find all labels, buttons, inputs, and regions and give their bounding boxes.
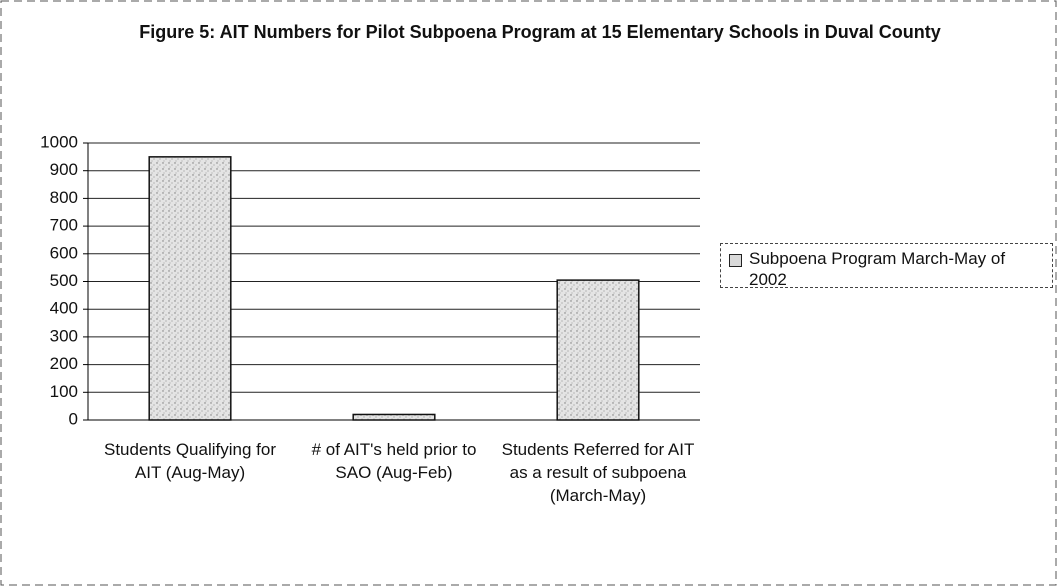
legend-label: Subpoena Program March-May of 2002 [749,249,1006,289]
legend-swatch [729,254,742,267]
y-tick-label: 900 [50,160,78,179]
y-tick-label: 500 [50,271,78,290]
y-tick-label: 600 [50,243,78,262]
y-tick-label: 800 [50,188,78,207]
legend: Subpoena Program March-May of 2002 [720,243,1053,289]
x-tick-label: Students Referred for AIT as a result of… [501,440,695,505]
bar [352,413,436,421]
y-tick-label: 700 [50,216,78,235]
y-tick-label: 1000 [40,132,78,151]
bar [556,279,640,421]
bar [148,156,232,421]
y-tick-label: 0 [69,409,78,428]
y-tick-label: 300 [50,326,78,345]
y-tick-label: 100 [50,382,78,401]
y-tick-label: 400 [50,299,78,318]
x-tick-label: Students Qualifying for AIT (Aug-May) [104,440,276,482]
y-tick-label: 200 [50,354,78,373]
x-tick-label: # of AIT's held prior to SAO (Aug-Feb) [311,440,477,482]
chart-title: Figure 5: AIT Numbers for Pilot Subpoena… [139,22,941,42]
